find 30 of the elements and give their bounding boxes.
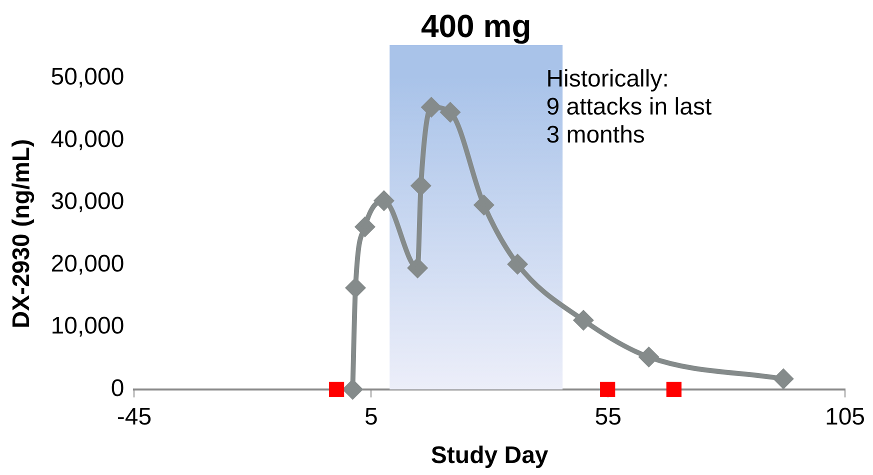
point <box>440 102 460 122</box>
point <box>508 254 528 274</box>
y-tick-label: 40,000 <box>50 126 124 153</box>
point <box>355 217 374 236</box>
point <box>639 348 658 367</box>
point <box>574 310 593 330</box>
y-tick-label: 50,000 <box>50 64 124 91</box>
point <box>408 258 428 278</box>
point <box>411 176 430 196</box>
y-tick-label: 20,000 <box>50 250 124 278</box>
y-tick-label: 30,000 <box>50 188 124 216</box>
y-tick-label: 0 <box>110 375 124 402</box>
point <box>346 278 365 298</box>
x-tick-label: 5 <box>364 403 378 430</box>
point <box>774 369 793 388</box>
point <box>328 382 344 397</box>
x-tick-label: -45 <box>116 403 152 430</box>
point <box>422 98 441 117</box>
point <box>666 382 682 397</box>
annotation: Historically: 9 attacks in last 3 months <box>546 66 712 149</box>
x-axis-title: Study Day <box>430 442 549 470</box>
point <box>343 380 362 399</box>
point <box>474 196 494 215</box>
x-tick-label: 105 <box>824 403 866 430</box>
x-tick-label: 55 <box>594 403 622 430</box>
y-tick-label: 10,000 <box>50 312 124 340</box>
y-axis-title: DX-2930 (ng/mL) <box>8 139 36 328</box>
band-label: 400 mg <box>420 8 532 44</box>
point <box>374 191 394 210</box>
point <box>600 382 616 397</box>
